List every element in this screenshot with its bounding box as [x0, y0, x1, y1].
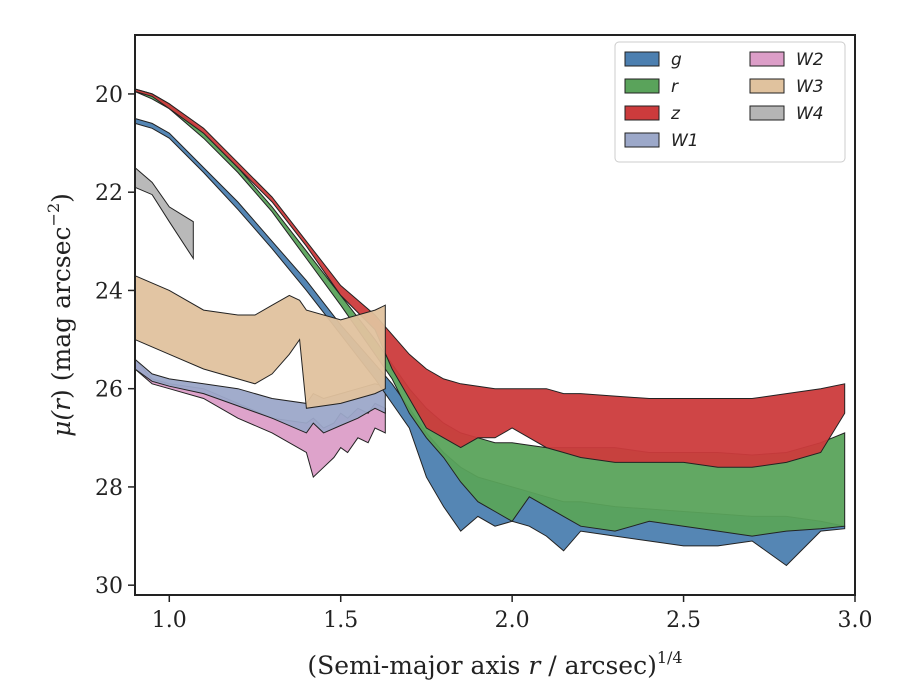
x-tick-label: 2.5 [666, 608, 701, 633]
legend-label-r: r [671, 77, 679, 97]
legend-swatch-g [624, 51, 660, 67]
legend: grz W1 W2 W3 W4 [614, 41, 846, 163]
legend-swatch-z [624, 105, 660, 121]
legend-label-w2: W2 [796, 50, 824, 70]
legend-label-w3: W3 [796, 77, 824, 97]
legend-box [614, 41, 846, 163]
legend-swatch-w4 [749, 105, 785, 121]
x-tick-label: 2.0 [495, 608, 530, 633]
legend-label-w4: W4 [796, 104, 824, 124]
area-w3 [134, 274, 386, 409]
y-tick-label: 24 [95, 279, 123, 304]
area-w1 [134, 358, 386, 434]
area-series-group [134, 88, 846, 567]
x-tick-label: 1.0 [152, 608, 187, 633]
legend-label-z: z [670, 104, 681, 124]
x-tick-label: 1.5 [323, 608, 358, 633]
area-z [134, 88, 846, 468]
x-axis-label: (Semi-major axis r / arcsec)1/4 [307, 648, 682, 680]
y-tick-label: 28 [95, 476, 123, 501]
legend-swatch-w2 [749, 51, 785, 67]
legend-label-w1: W1 [671, 131, 699, 151]
y-tick-label: 26 [95, 378, 123, 403]
y-axis-label: μ(r) (mag arcsec−2) [44, 193, 76, 437]
y-tick-label: 20 [95, 83, 123, 108]
x-tick-label: 3.0 [838, 608, 873, 633]
area-w4 [134, 166, 194, 261]
ticks-group: 1.0 1.5 2.0 2.5 3.0 20 22 24 26 28 30 [95, 83, 873, 633]
y-tick-label: 30 [95, 574, 123, 599]
legend-swatch-w3 [749, 78, 785, 94]
plot-frame [134, 34, 856, 596]
legend-swatch-w1 [624, 132, 660, 148]
legend-label-g: g [671, 50, 682, 70]
y-tick-label: 22 [95, 181, 123, 206]
legend-swatch-r [624, 78, 660, 94]
